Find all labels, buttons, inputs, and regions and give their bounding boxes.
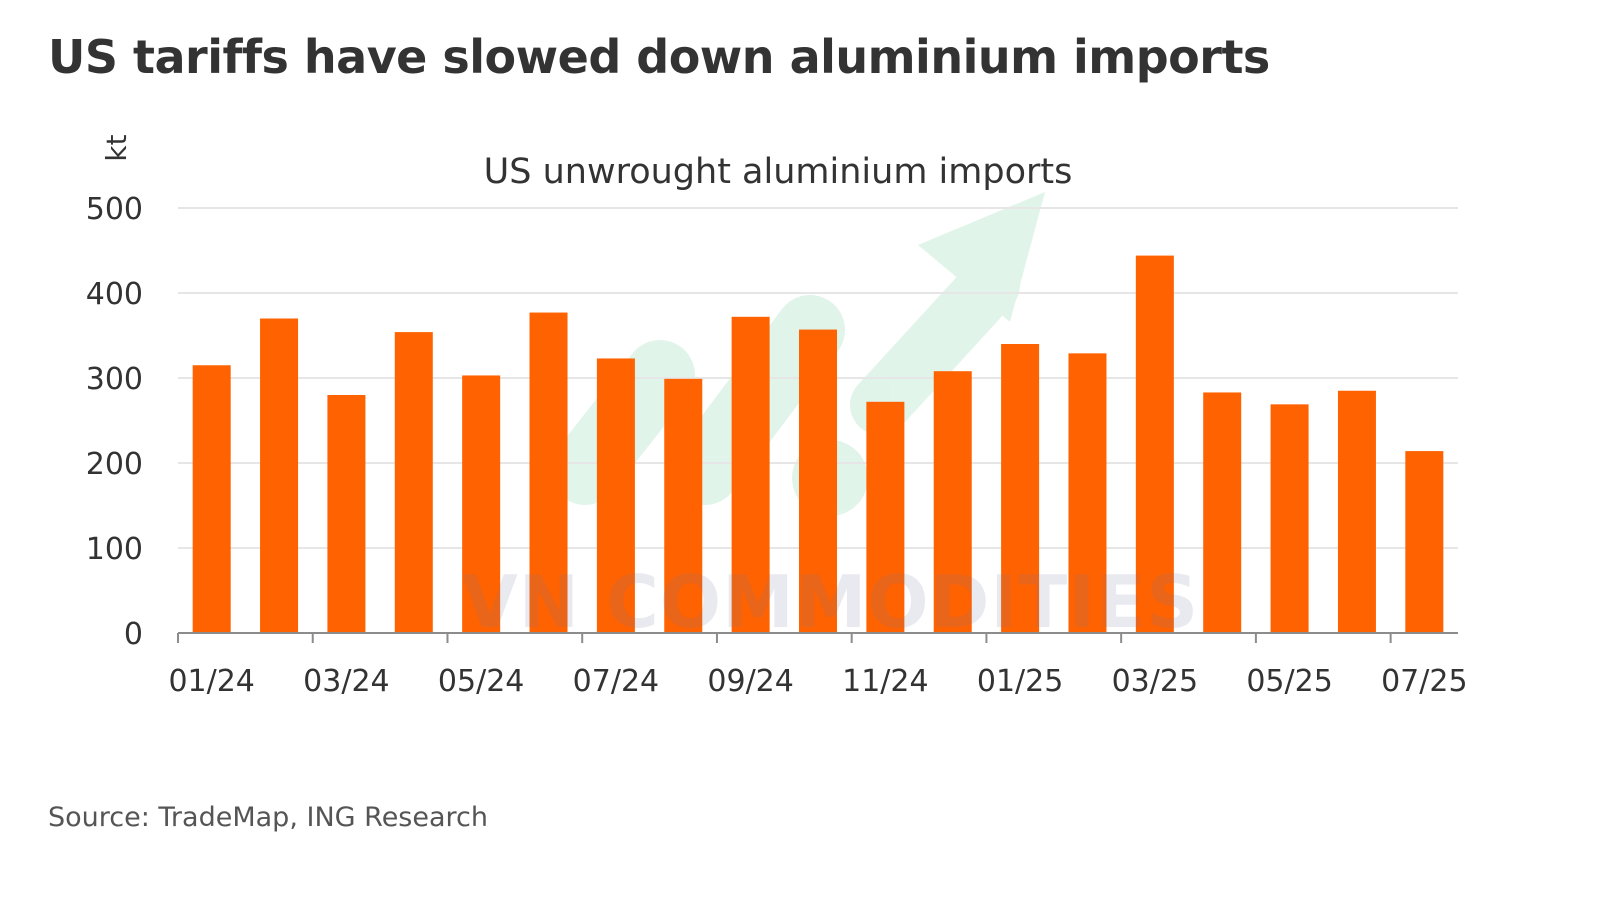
bar-03-25 bbox=[1135, 255, 1174, 633]
x-tick-label: 05/25 bbox=[1246, 664, 1332, 699]
bar-04-25 bbox=[1203, 392, 1242, 633]
bars bbox=[192, 255, 1444, 633]
bar-04-24 bbox=[394, 332, 433, 633]
bar-01-24 bbox=[192, 365, 231, 633]
x-tick-label: 03/24 bbox=[303, 664, 389, 699]
x-tick-label: 07/25 bbox=[1381, 664, 1467, 699]
bar-03-24 bbox=[327, 395, 366, 633]
bar-11-24 bbox=[866, 401, 905, 633]
bar-02-25 bbox=[1068, 353, 1107, 633]
x-tick-label: 09/24 bbox=[707, 664, 793, 699]
bar-02-24 bbox=[260, 318, 299, 633]
bar-01-25 bbox=[1001, 344, 1040, 633]
x-tick-label: 07/24 bbox=[573, 664, 659, 699]
x-tick-label: 03/25 bbox=[1112, 664, 1198, 699]
bar-07-25 bbox=[1405, 451, 1444, 633]
bar-05-25 bbox=[1270, 404, 1309, 633]
bar-09-24 bbox=[731, 316, 770, 633]
bar-07-24 bbox=[596, 358, 635, 633]
bar-12-24 bbox=[933, 371, 972, 633]
chart-headline: US tariffs have slowed down aluminium im… bbox=[48, 30, 1270, 84]
y-tick-label: 400 bbox=[86, 277, 143, 312]
chart-title: US unwrought aluminium imports bbox=[484, 152, 1073, 192]
bar-05-24 bbox=[462, 375, 501, 633]
bar-06-25 bbox=[1337, 390, 1376, 633]
bar-08-24 bbox=[664, 378, 703, 633]
y-tick-label: 500 bbox=[86, 192, 143, 227]
axes: 0 100 200 300 400 500 01/24 03/24 05/24 07/24 09/2… bbox=[86, 192, 1468, 699]
x-tick-label: 05/24 bbox=[438, 664, 524, 699]
bar-10-24 bbox=[799, 329, 837, 633]
x-tick-label: 01/24 bbox=[168, 664, 254, 699]
bar-06-24 bbox=[529, 312, 568, 633]
y-tick-label: 100 bbox=[86, 532, 143, 567]
y-tick-label: 200 bbox=[86, 447, 143, 482]
y-tick-label: 300 bbox=[86, 362, 143, 397]
source-note: Source: TradeMap, ING Research bbox=[48, 802, 488, 833]
y-tick-label: 0 bbox=[124, 617, 143, 652]
x-tick-label: 11/24 bbox=[842, 664, 928, 699]
x-tick-label: 01/25 bbox=[977, 664, 1063, 699]
y-axis-unit-label: kt bbox=[100, 134, 133, 161]
